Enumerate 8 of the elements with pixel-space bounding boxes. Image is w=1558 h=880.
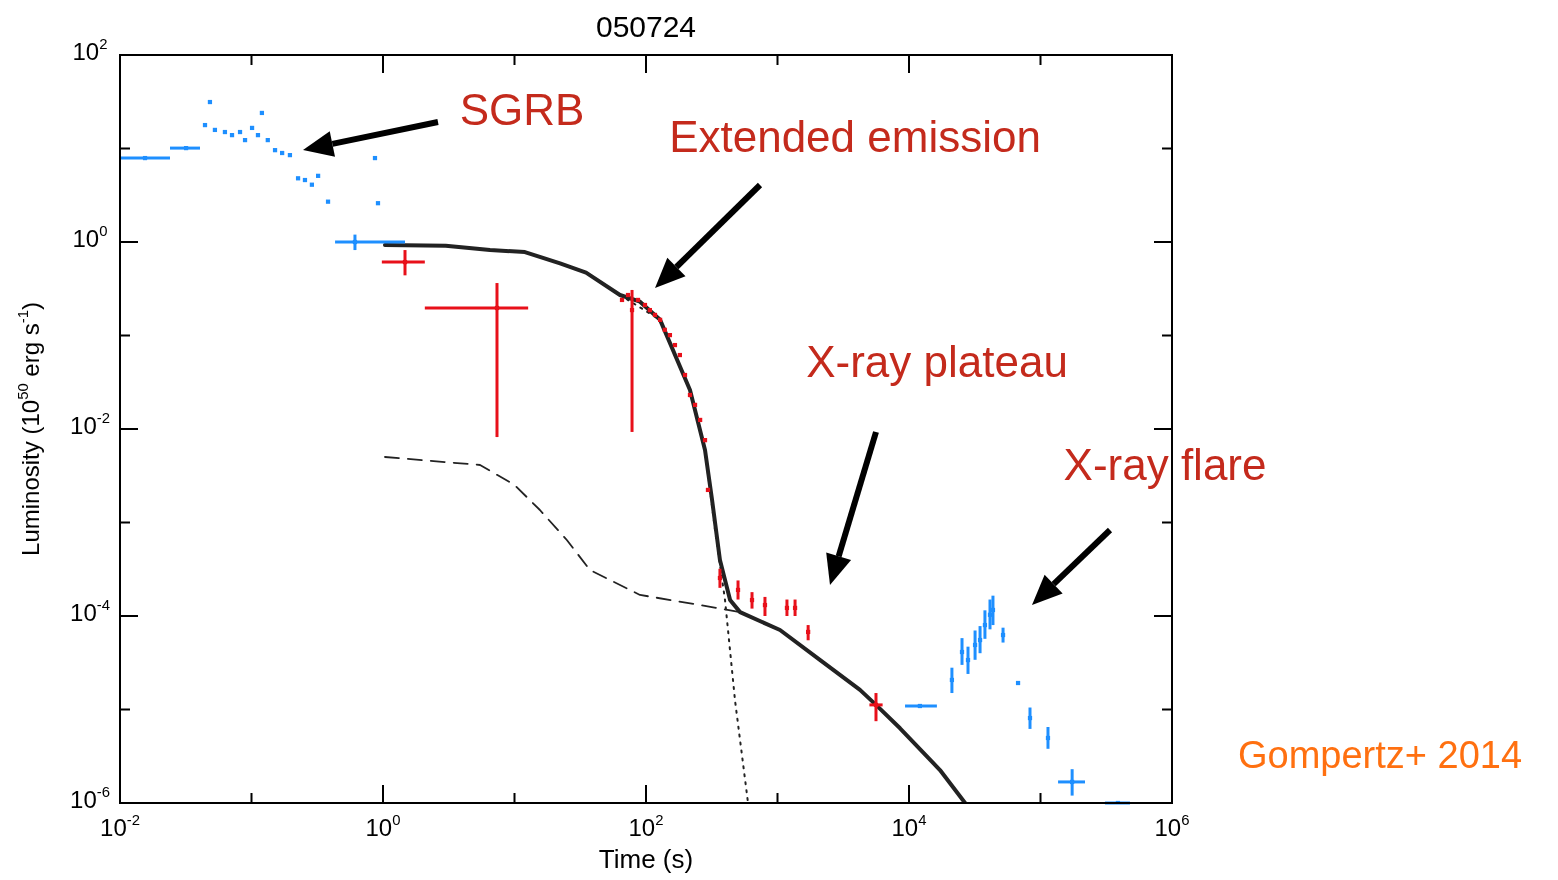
annotation: X-ray flare [1063,440,1267,490]
text: Gompertz+ 2014 [1237,734,1523,777]
annotation: Extended emission [669,112,1041,162]
y-axis-title: Luminosity (1050 erg s-1) [14,302,44,556]
chart-title: 050724 [595,10,697,44]
annotation: X-ray plateau [806,337,1068,387]
annotation: SGRB [459,85,585,135]
x-axis-title: Time (s) [598,844,694,875]
